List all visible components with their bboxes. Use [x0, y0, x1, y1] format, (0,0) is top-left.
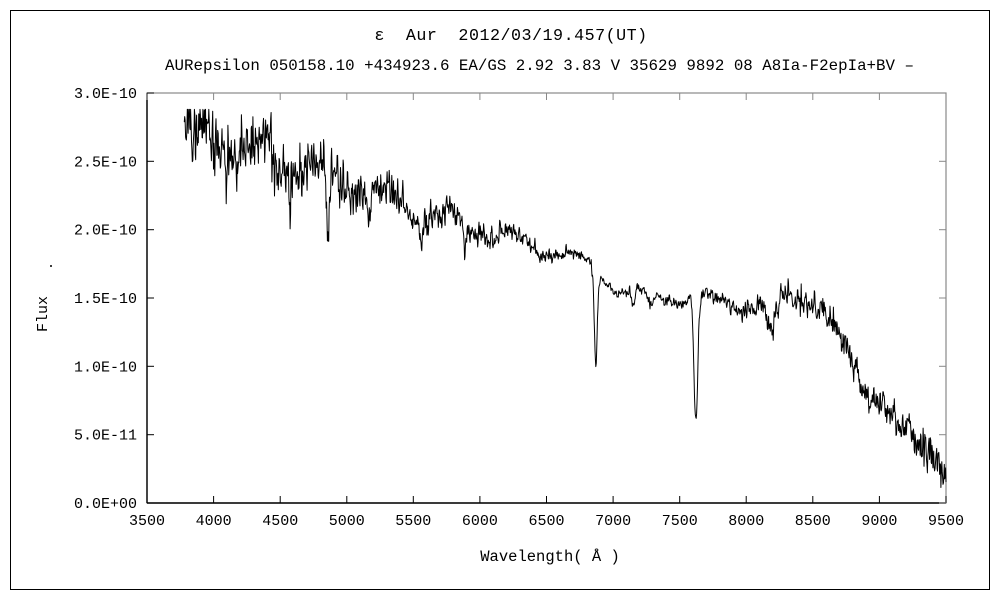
svg-text:8500: 8500 — [795, 513, 831, 530]
svg-text:1.0E-10: 1.0E-10 — [74, 359, 137, 376]
svg-text:9000: 9000 — [861, 513, 897, 530]
svg-text:1.5E-10: 1.5E-10 — [74, 291, 137, 308]
svg-text:9500: 9500 — [928, 513, 964, 530]
svg-text:0.0E+00: 0.0E+00 — [74, 496, 137, 513]
svg-text:7000: 7000 — [595, 513, 631, 530]
svg-text:4500: 4500 — [262, 513, 298, 530]
svg-text:5500: 5500 — [395, 513, 431, 530]
svg-text:6000: 6000 — [462, 513, 498, 530]
svg-text:3.0E-10: 3.0E-10 — [74, 86, 137, 103]
svg-text:7500: 7500 — [662, 513, 698, 530]
svg-text:5000: 5000 — [329, 513, 365, 530]
svg-text:2.5E-10: 2.5E-10 — [74, 154, 137, 171]
svg-text:2.0E-10: 2.0E-10 — [74, 223, 137, 240]
svg-text:3500: 3500 — [129, 513, 165, 530]
svg-text:5.0E-11: 5.0E-11 — [74, 428, 137, 445]
svg-text:8000: 8000 — [728, 513, 764, 530]
svg-text:6500: 6500 — [528, 513, 564, 530]
svg-text:4000: 4000 — [196, 513, 232, 530]
